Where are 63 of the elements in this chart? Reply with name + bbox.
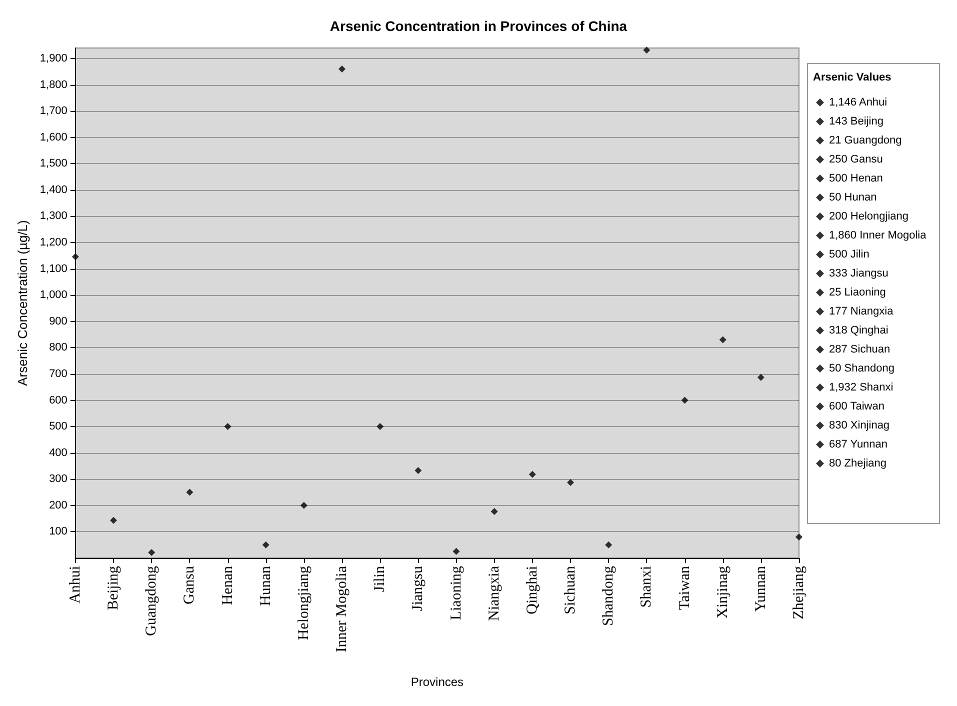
y-tick-label: 1,800	[40, 78, 68, 91]
x-tick-label: Guangdong	[144, 566, 160, 636]
y-tick-label: 500	[49, 420, 68, 433]
x-tick-label: Jiangsu	[410, 566, 426, 611]
y-tick-label: 300	[49, 473, 68, 486]
legend-title: Arsenic Values	[813, 72, 892, 84]
legend-label: 1,932 Shanxi	[829, 382, 894, 394]
x-tick-label: Liaoning	[448, 566, 464, 620]
y-tick-label: 800	[49, 342, 68, 354]
x-tick-label: Helongjiang	[296, 566, 312, 640]
y-tick-label: 1,900	[40, 52, 68, 65]
legend-label: 50 Hunan	[829, 192, 877, 204]
x-tick-label: Zhejiang	[791, 566, 807, 620]
y-tick-label: 1,100	[40, 262, 68, 275]
legend-label: 600 Taiwan	[829, 400, 884, 412]
x-tick-label: Inner Mogolia	[334, 566, 350, 652]
legend-label: 143 Beijing	[829, 116, 884, 128]
y-axis-title: Arsenic Concentration (µg/L)	[15, 220, 30, 386]
y-tick-label: 900	[49, 315, 68, 328]
x-tick-label: Anhui	[67, 566, 84, 604]
x-tick-label: Shanxi	[638, 566, 655, 608]
x-tick-label: Yunnan	[752, 566, 769, 612]
legend-label: 500 Jilin	[829, 248, 870, 260]
legend-label: 177 Niangxia	[829, 306, 894, 318]
legend-label: 50 Shandong	[829, 362, 894, 374]
legend-label: 687 Yunnan	[829, 438, 888, 450]
x-axis-title: Provinces	[410, 675, 464, 689]
y-tick-label: 1,300	[40, 210, 68, 222]
y-tick-label: 1,200	[40, 236, 68, 249]
x-tick-label: Gansu	[182, 566, 198, 604]
legend-label: 80 Zhejiang	[829, 458, 886, 470]
y-tick-label: 100	[49, 526, 68, 538]
x-tick-label: Shandong	[600, 566, 617, 626]
y-tick-label: 1,500	[40, 158, 68, 170]
x-tick-label: Beijing	[106, 566, 122, 610]
y-tick-label: 200	[49, 499, 68, 512]
x-tick-label: Henan	[220, 566, 236, 606]
x-tick-label: Taiwan	[676, 566, 693, 610]
legend-label: 1,146 Anhui	[829, 96, 888, 108]
legend-label: 1,860 Inner Mogolia	[829, 230, 928, 242]
y-tick-label: 1,000	[40, 289, 68, 302]
x-tick-label: Hunan	[258, 566, 274, 606]
y-tick-label: 400	[49, 446, 68, 459]
legend-label: 200 Helongjiang	[829, 210, 909, 222]
x-tick-label: Sichuan	[562, 566, 579, 614]
legend-label: 318 Qinghai	[829, 324, 888, 336]
y-tick-label: 1,400	[40, 184, 68, 196]
legend-label: 250 Gansu	[829, 154, 883, 166]
legend-label: 25 Liaoning	[829, 286, 886, 298]
legend-label: 500 Henan	[829, 172, 883, 184]
y-tick-label: 1,600	[40, 131, 68, 144]
legend-label: 830 Xinjinag	[829, 420, 890, 432]
x-tick-label: Xinjinag	[714, 566, 731, 618]
legend-label: 287 Sichuan	[829, 344, 890, 356]
legend-label: 333 Jiangsu	[829, 268, 888, 280]
legend-label: 21 Guangdong	[829, 134, 902, 146]
x-tick-label: Jilin	[372, 566, 388, 592]
y-tick-label: 600	[49, 394, 68, 406]
y-tick-label: 700	[49, 368, 68, 380]
x-tick-label: Niangxia	[486, 566, 502, 621]
x-tick-label: Qinghai	[524, 566, 540, 614]
y-tick-label: 1,700	[40, 105, 68, 118]
chart-title: Arsenic Concentration in Provinces of China	[330, 18, 628, 34]
